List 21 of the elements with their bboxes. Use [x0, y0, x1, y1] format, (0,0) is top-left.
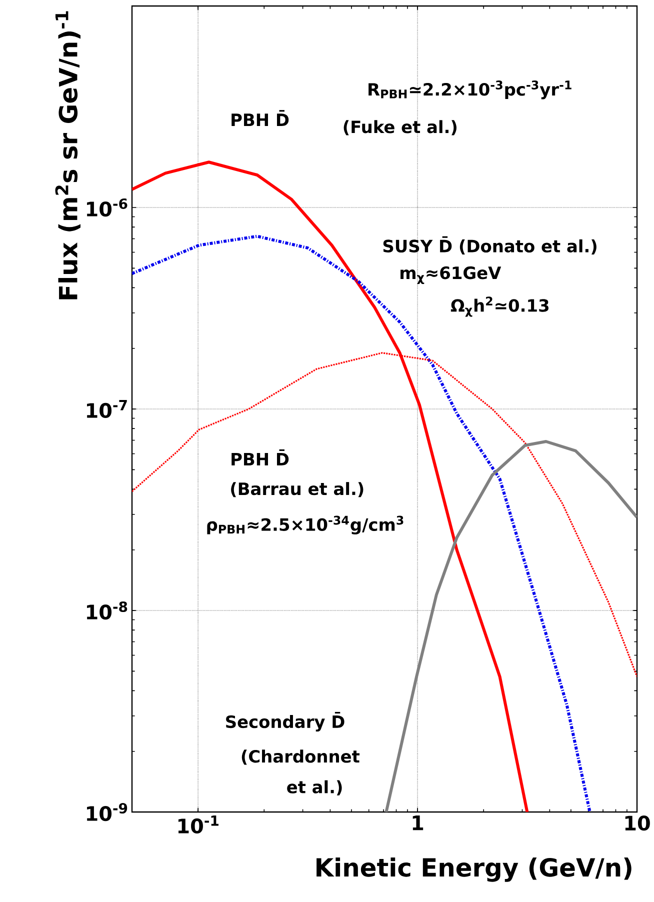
- annotation: m$_{χ}$≈61GeV: [400, 266, 502, 284]
- y-tick-label: 10$^{-9}$: [86, 802, 127, 822]
- annotation: PBH D̄: [232, 449, 289, 466]
- x-tick-label: 10: [625, 816, 650, 831]
- annotation: ρ$_{PBH}$≈2.5×10$^{-34}$g/cm$^{3}$: [207, 516, 404, 534]
- annotation: (Barrau et al.): [230, 482, 364, 498]
- y-axis-title: Flux (m$^{2}$s sr GeV/n)$^{-1}$: [55, 11, 80, 300]
- x-tick-label: 10$^{-1}$: [178, 816, 218, 834]
- annotation: et al.): [287, 780, 342, 796]
- annotation: Ω$_{χ}$h$^{2}$≃0.13: [450, 296, 548, 317]
- annotation: PBH D̄: [232, 110, 289, 126]
- y-tick-label: 10$^{-6}$: [86, 198, 128, 217]
- annotation: (Fuke et al.): [344, 120, 456, 136]
- annotation: R$_{PBH}$≃2.2×10$^{-3}$pc$^{-3}$yr$^{-1}$: [368, 80, 572, 100]
- y-tick-label: 10$^{-7}$: [86, 400, 127, 418]
- y-tick-label: 10$^{-8}$: [86, 601, 128, 620]
- x-tick-label: 1: [412, 816, 423, 830]
- annotation: Secondary D̄: [226, 712, 344, 732]
- annotation: (Chardonnet: [242, 750, 360, 765]
- x-axis-title: Kinetic Energy (GeV/n): [316, 858, 632, 882]
- annotation: SUSY D̄ (Donato et al.): [383, 236, 596, 254]
